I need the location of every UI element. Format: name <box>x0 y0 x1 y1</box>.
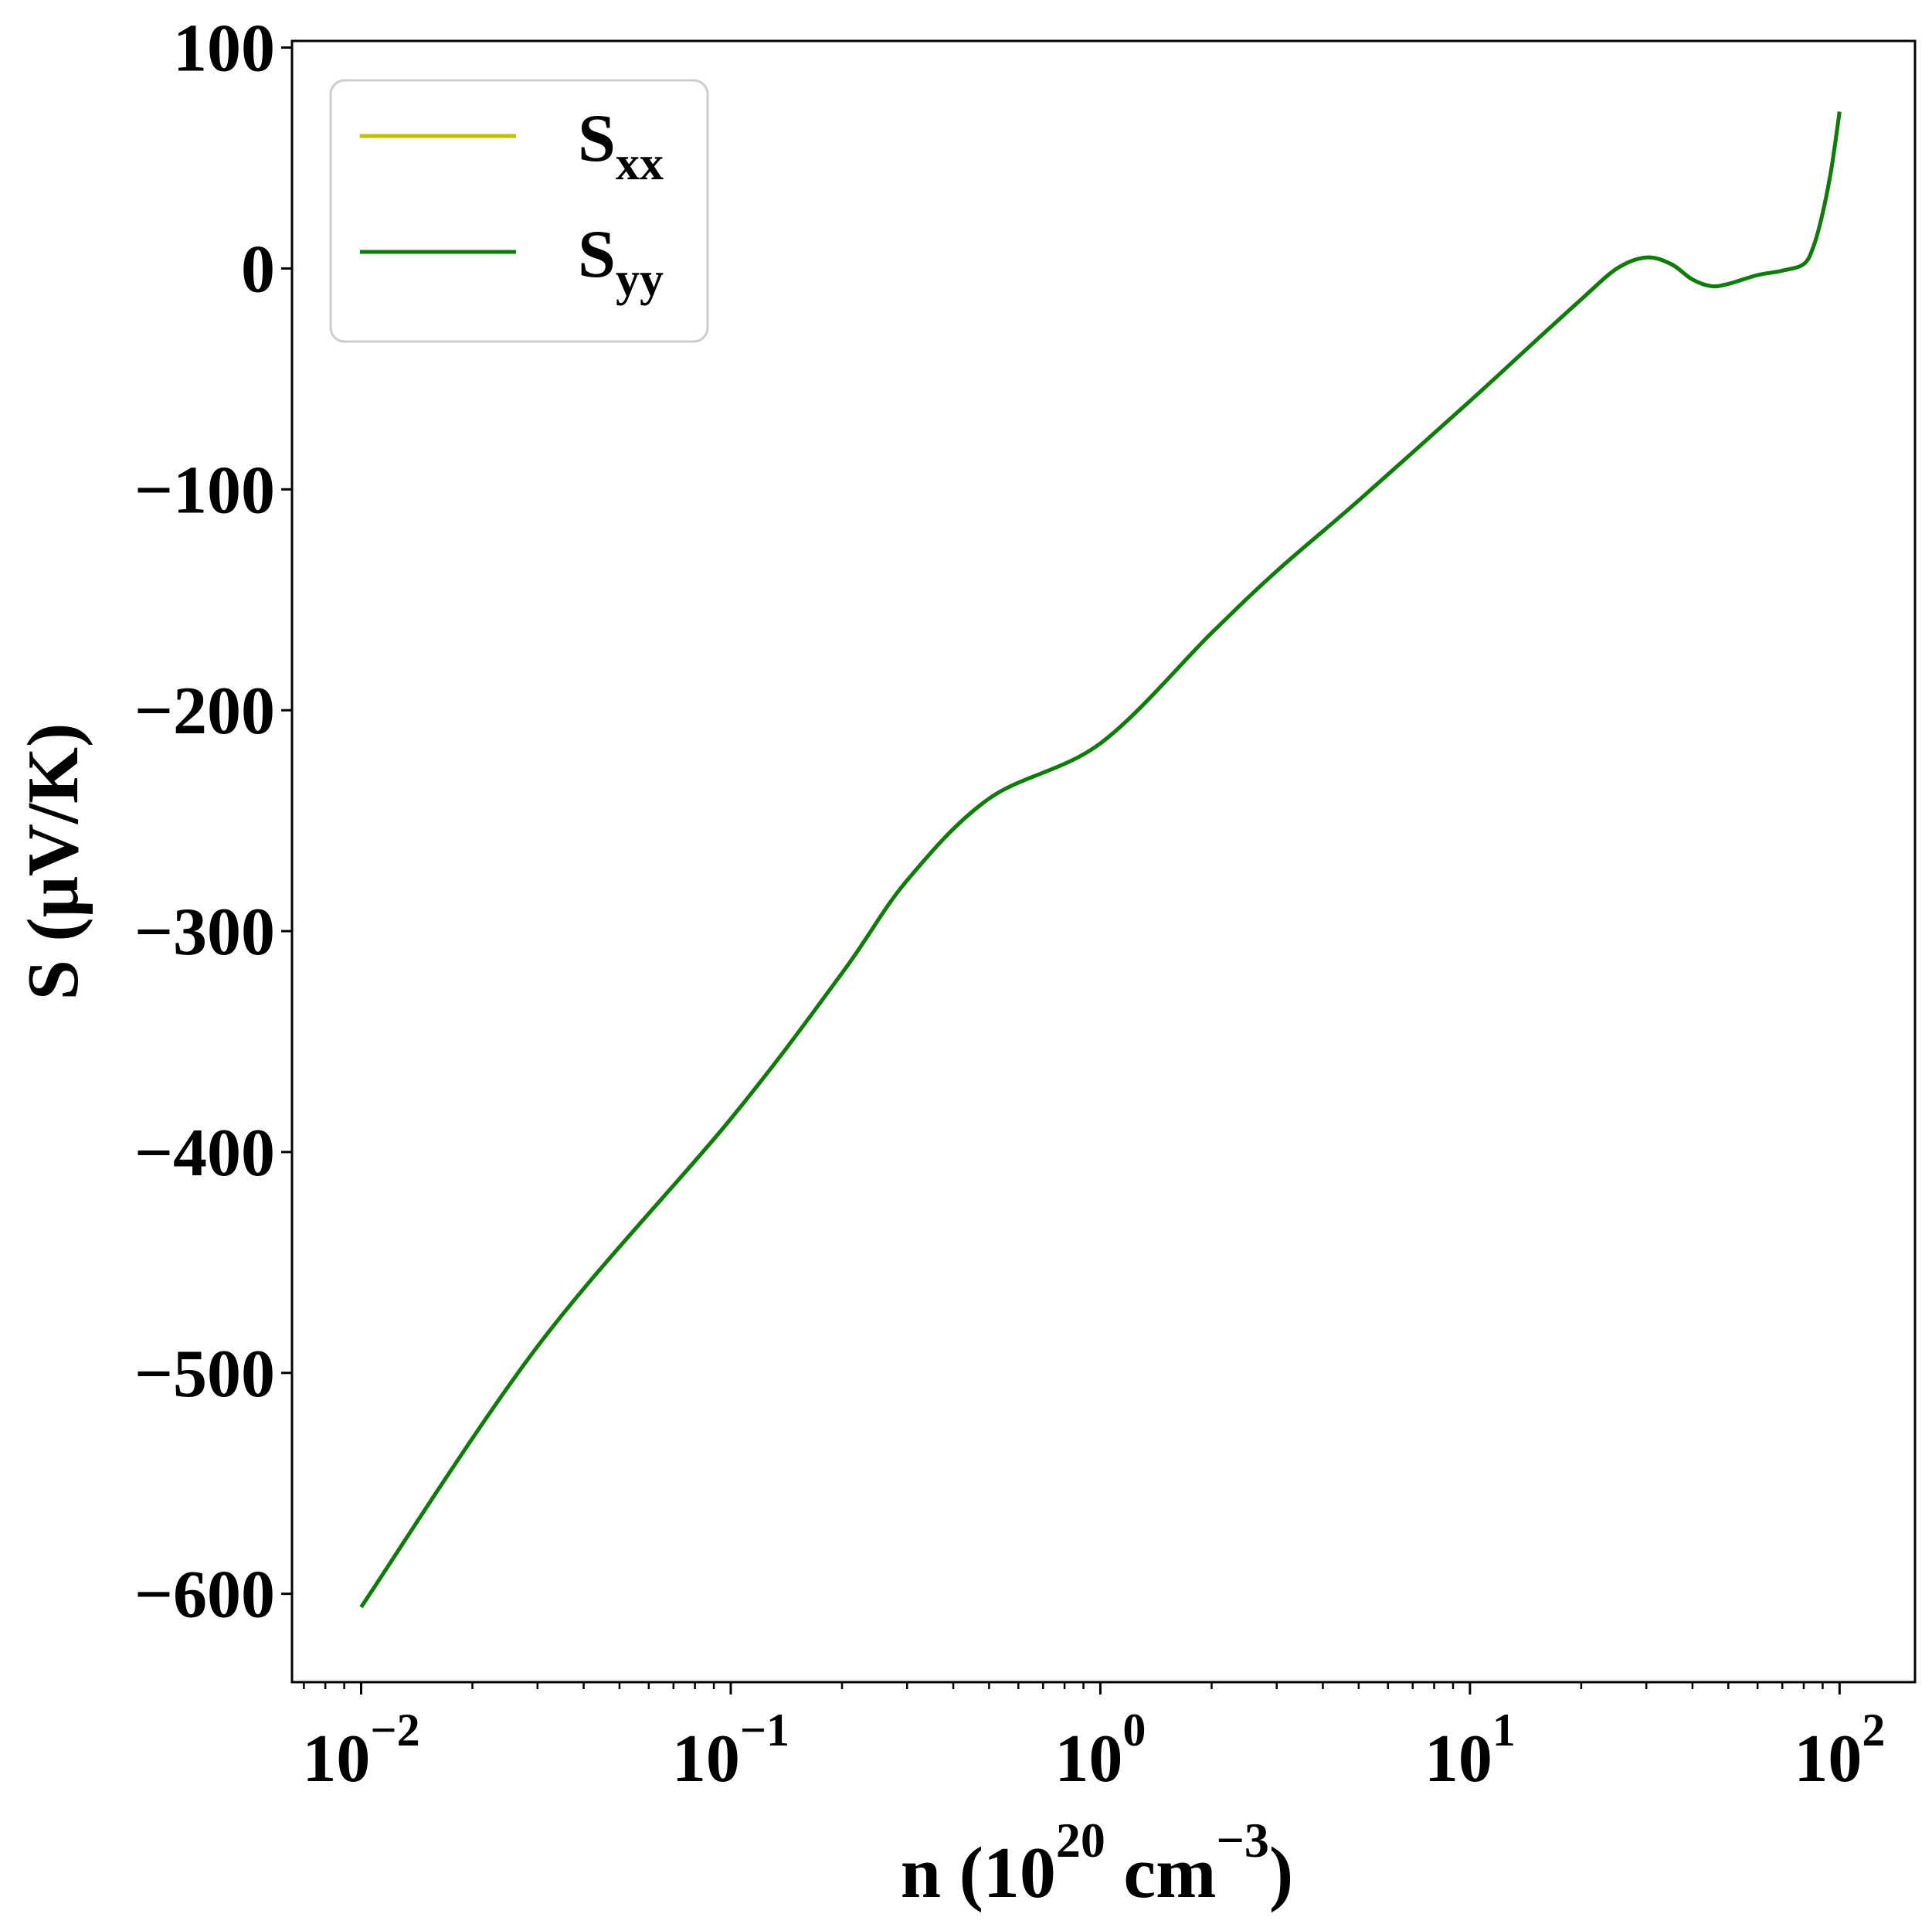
y-tick-label: 100 <box>173 12 275 87</box>
legend: Sxx Syy <box>329 79 709 343</box>
series-line-s-yy <box>359 111 1842 1609</box>
y-tick-label: 0 <box>241 232 275 307</box>
x-tick-label: 102 <box>1794 1705 1885 1797</box>
y-axis-title: S (μV/K) <box>13 723 93 1001</box>
x-axis-label: n (1020 cm−3) <box>901 1813 1293 1913</box>
legend-frame <box>329 79 709 343</box>
y-axis: 100 0 −100 −200 −300 −400 −500 −600 <box>134 12 292 1633</box>
y-axis-label: S (μV/K) <box>13 723 93 1001</box>
x-axis: 10−2 10−1 100 101 102 <box>302 1682 1885 1797</box>
x-tick-label: 10−2 <box>302 1705 419 1797</box>
y-tick-label: −300 <box>134 895 275 970</box>
x-tick-label: 101 <box>1424 1705 1516 1797</box>
x-tick-label: 100 <box>1054 1705 1146 1797</box>
legend-label-syy: Syy <box>578 217 664 306</box>
legend-label-sxx: Sxx <box>578 101 664 190</box>
y-tick-label: −500 <box>134 1337 275 1412</box>
y-tick-label: −200 <box>134 674 275 749</box>
y-tick-label: −400 <box>134 1116 275 1191</box>
series-layer <box>359 111 1842 1609</box>
y-tick-label: −600 <box>134 1558 275 1633</box>
plot-frame <box>290 39 1917 1684</box>
y-tick-label: −100 <box>134 453 275 528</box>
x-tick-label: 10−1 <box>672 1705 789 1797</box>
